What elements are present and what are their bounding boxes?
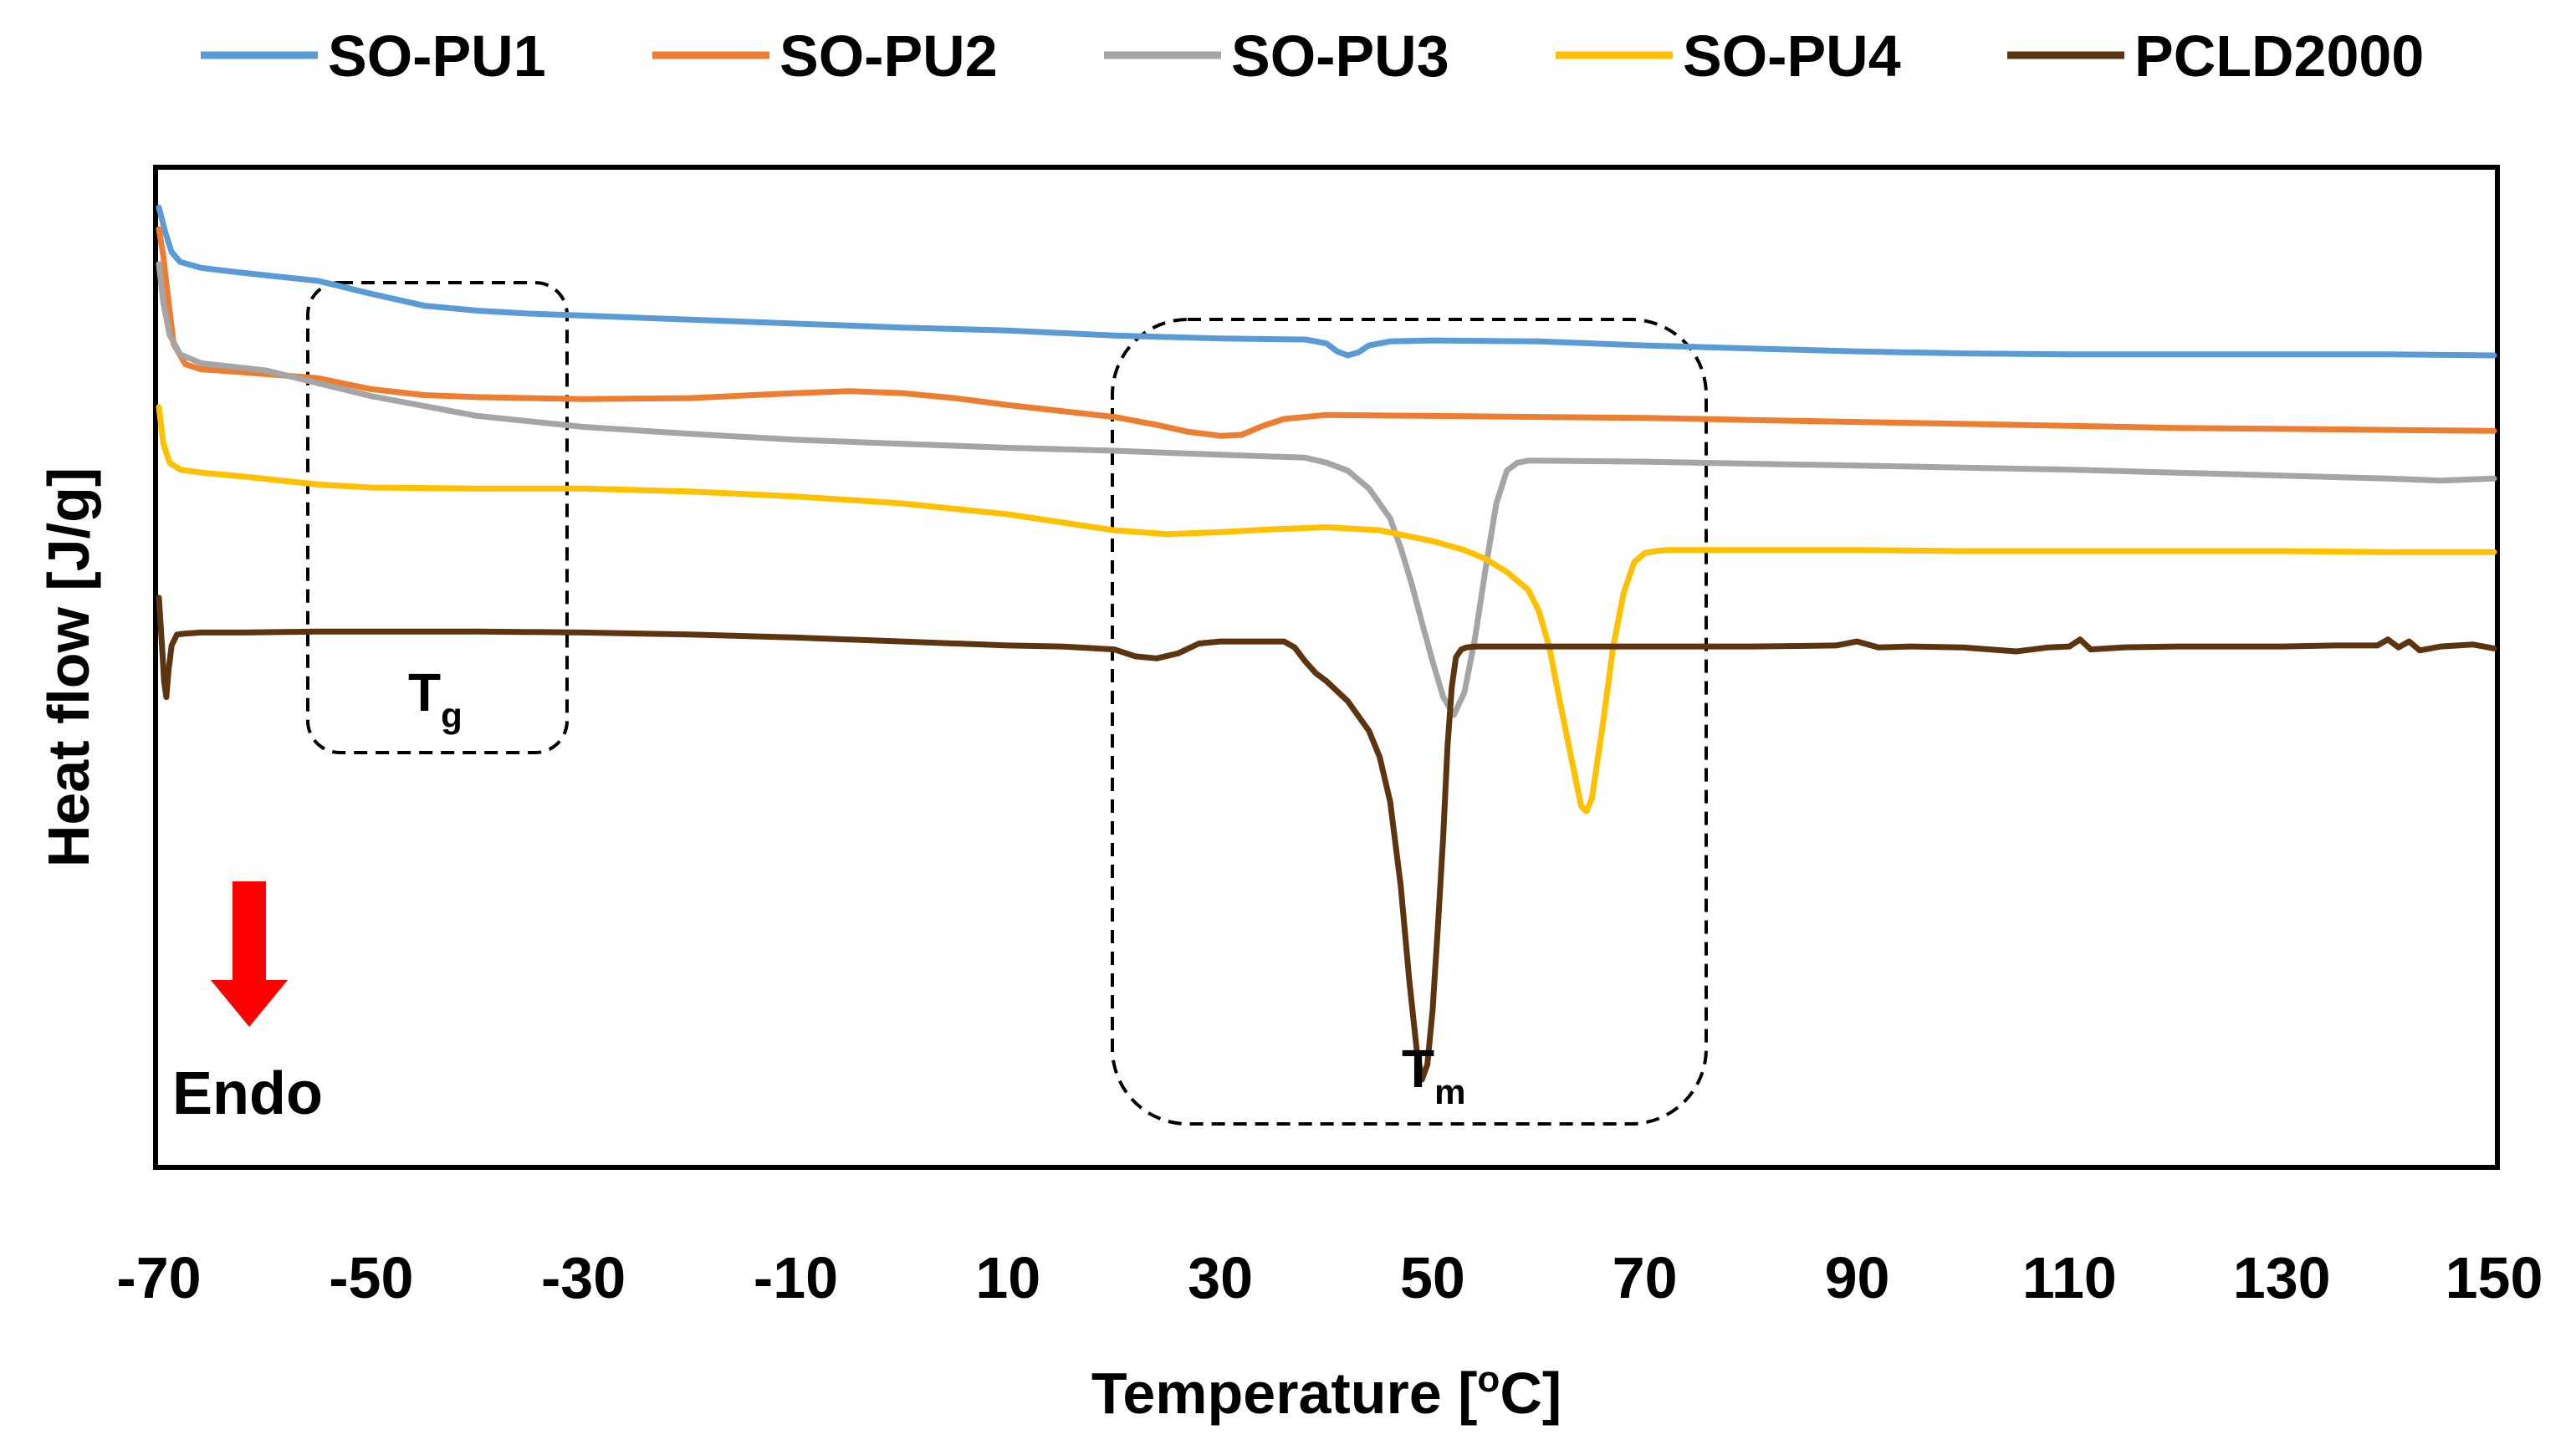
endo-label: Endo (172, 1060, 323, 1127)
tg-label-sub: g (441, 696, 463, 735)
x-axis-title: Temperature [oC] (1091, 1359, 1561, 1426)
legend-item-so-pu2: SO-PU2 (652, 23, 998, 89)
legend-item-so-pu4: SO-PU4 (1556, 23, 1901, 89)
tg-label: Tg (408, 662, 463, 735)
x-tick-label: -30 (541, 1245, 626, 1310)
legend-label-so-pu2: SO-PU2 (779, 23, 998, 89)
endo-arrow-head (211, 980, 288, 1027)
x-tick-label: 10 (975, 1245, 1040, 1310)
legend-label-so-pu4: SO-PU4 (1683, 23, 1901, 89)
tm-label-sub: m (1434, 1072, 1465, 1111)
x-axis-ticks: -70 -50 -30 -10 10 30 50 70 90 110 130 150 (116, 1245, 2543, 1310)
y-axis-title: Heat flow [J/g] (36, 467, 101, 867)
legend-label-pcld2000: PCLD2000 (2134, 23, 2424, 89)
x-tick-label: -10 (754, 1245, 838, 1310)
tg-label-main: T (408, 662, 441, 722)
x-axis-title-main: Temperature [ (1091, 1361, 1478, 1426)
x-tick-label: 90 (1825, 1245, 1890, 1310)
endo-arrow-shaft (233, 881, 266, 982)
series-line-so-pu3 (156, 261, 2497, 718)
endo-arrow-icon (211, 881, 288, 1027)
x-axis-title-end: C] (1500, 1361, 1561, 1426)
x-axis-title-sup: o (1477, 1359, 1500, 1400)
legend: SO-PU1 SO-PU2 SO-PU3 SO-PU4 PCLD2000 (201, 23, 2424, 89)
tm-label-main: T (1402, 1039, 1434, 1099)
tm-label: Tm (1402, 1039, 1465, 1111)
x-tick-label: 30 (1188, 1245, 1253, 1310)
plot-area-frame (153, 165, 2500, 1170)
legend-item-so-pu1: SO-PU1 (201, 23, 546, 89)
series-line-pcld2000 (156, 595, 2497, 1083)
x-tick-label: 70 (1613, 1245, 1678, 1310)
legend-item-pcld2000: PCLD2000 (2007, 23, 2424, 89)
x-tick-label: 110 (2022, 1245, 2117, 1310)
x-tick-label: 50 (1400, 1245, 1465, 1310)
tm-region-box (1111, 318, 1708, 1126)
x-tick-label: 150 (2446, 1245, 2543, 1310)
legend-label-so-pu1: SO-PU1 (328, 23, 546, 89)
tg-region-box (306, 281, 569, 754)
legend-item-so-pu3: SO-PU3 (1104, 23, 1449, 89)
series-line-so-pu4 (156, 404, 2497, 814)
series-line-so-pu2 (156, 226, 2497, 439)
x-tick-label: -50 (329, 1245, 413, 1310)
x-tick-label: 130 (2233, 1245, 2331, 1310)
series-line-so-pu1 (156, 204, 2497, 359)
series-layer (156, 204, 2497, 1083)
x-tick-label: -70 (116, 1245, 201, 1310)
legend-label-so-pu3: SO-PU3 (1231, 23, 1449, 89)
